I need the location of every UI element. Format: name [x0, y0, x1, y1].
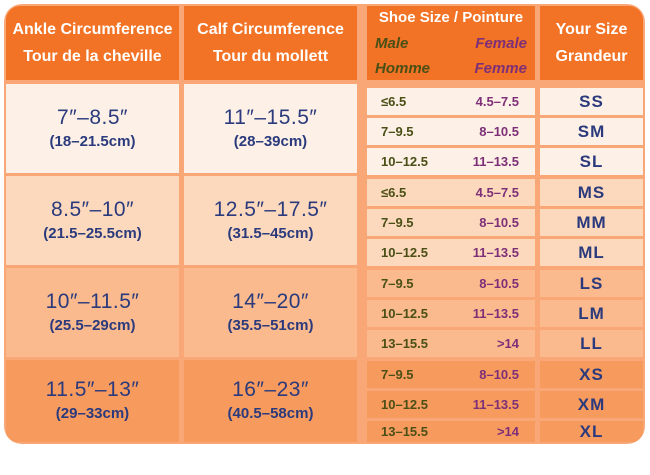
- calf-range-inches: 12.5″–17.5″: [213, 197, 328, 221]
- shoe-male-value: ≤6.5: [381, 185, 407, 200]
- shoe-male-value: 10–12.5: [381, 245, 428, 260]
- ankle-range-inches: 7″–8.5″: [57, 105, 128, 129]
- shoe-row: 7–9.5 8–10.5: [367, 270, 535, 297]
- calf-header-en: Calf Circumference: [197, 21, 344, 38]
- shoe-femme-label: Femme: [474, 60, 527, 77]
- shoe-size-header: Shoe Size / Pointure Male Homme Female F…: [367, 6, 535, 80]
- ankle-range-cm: (25.5–29cm): [49, 316, 136, 334]
- size-code: ML: [540, 239, 643, 266]
- ankle-range-inches: 8.5″–10″: [50, 197, 135, 221]
- shoe-row: ≤6.5 4.5–7.5: [367, 88, 535, 115]
- calf-range-cm: (40.5–58cm): [227, 405, 314, 422]
- size-code: XM: [540, 391, 643, 418]
- size-code: LM: [540, 300, 643, 327]
- size-header: Your Size Grandeur: [540, 6, 643, 80]
- shoe-male-value: 10–12.5: [381, 397, 428, 412]
- size-code: LL: [540, 330, 643, 357]
- shoe-female-label: Female: [475, 35, 527, 52]
- shoe-row: 13–15.5 >14: [367, 330, 535, 357]
- calf-range-cm: (35.5–51cm): [227, 316, 314, 334]
- shoe-female-value: 8–10.5: [479, 367, 519, 382]
- calf-header: Calf Circumference Tour du mollett: [184, 6, 357, 80]
- shoe-row: 10–12.5 11–13.5: [367, 391, 535, 418]
- shoe-female-value: >14: [496, 336, 519, 351]
- calf-range-1: 11″–15.5″ (28–39cm): [184, 84, 357, 173]
- ankle-range-cm: (21.5–25.5cm): [43, 224, 142, 242]
- shoe-male-value: 7–9.5: [381, 276, 414, 291]
- calf-range-inches: 11″–15.5″: [223, 105, 318, 129]
- ankle-header-fr: Tour de la cheville: [23, 48, 162, 65]
- size-code: XS: [540, 361, 643, 388]
- size-code: MS: [540, 179, 643, 206]
- calf-range-2: 12.5″–17.5″ (31.5–45cm): [184, 176, 357, 265]
- shoe-female-value: 4.5–7.5: [475, 94, 519, 109]
- shoe-male-value: 7–9.5: [381, 367, 414, 382]
- calf-header-fr: Tour du mollett: [212, 48, 329, 65]
- shoe-female-value: >14: [496, 424, 519, 439]
- shoe-row: 13–15.5 >14: [367, 421, 535, 442]
- shoe-row: 7–9.5 8–10.5: [367, 209, 535, 236]
- calf-range-inches: 16″–23″: [232, 378, 309, 401]
- calf-range-cm: (28–39cm): [233, 132, 308, 150]
- shoe-male-value: 7–9.5: [381, 124, 414, 139]
- shoe-male-value: 10–12.5: [381, 306, 428, 321]
- shoe-female-value: 8–10.5: [479, 124, 519, 139]
- shoe-female-value: 11–13.5: [472, 397, 519, 412]
- ankle-range-inches: 10″–11.5″: [45, 289, 140, 313]
- ankle-range-cm: (18–21.5cm): [49, 132, 136, 150]
- shoe-male-value: 13–15.5: [381, 424, 428, 439]
- ankle-range-1: 7″–8.5″ (18–21.5cm): [6, 84, 179, 173]
- ankle-header-en: Ankle Circumference: [12, 21, 173, 38]
- shoe-female-value: 4.5–7.5: [475, 185, 519, 200]
- shoe-size-title: Shoe Size / Pointure: [378, 9, 524, 26]
- size-header-en: Your Size: [555, 21, 628, 38]
- shoe-male-value: 10–12.5: [381, 154, 428, 169]
- shoe-female-value: 8–10.5: [479, 215, 519, 230]
- calf-range-cm: (31.5–45cm): [227, 224, 314, 242]
- shoe-female-value: 8–10.5: [479, 276, 519, 291]
- shoe-male-label: Male: [375, 35, 409, 52]
- size-code: LS: [540, 270, 643, 297]
- size-code: SM: [540, 118, 643, 145]
- shoe-row: 7–9.5 8–10.5: [367, 361, 535, 388]
- shoe-row: 10–12.5 11–13.5: [367, 300, 535, 327]
- calf-range-inches: 14″–20″: [232, 289, 309, 313]
- shoe-female-value: 11–13.5: [472, 306, 519, 321]
- size-header-fr: Grandeur: [555, 48, 628, 65]
- size-chart: Ankle Circumference Tour de la cheville …: [4, 4, 645, 444]
- shoe-female-value: 11–13.5: [472, 154, 519, 169]
- ankle-header: Ankle Circumference Tour de la cheville: [6, 6, 179, 80]
- ankle-range-inches: 11.5″–13″: [45, 378, 140, 401]
- shoe-row: 10–12.5 11–13.5: [367, 148, 535, 175]
- shoe-homme-label: Homme: [375, 60, 431, 77]
- shoe-row: 7–9.5 8–10.5: [367, 118, 535, 145]
- shoe-male-value: ≤6.5: [381, 94, 407, 109]
- shoe-male-value: 7–9.5: [381, 215, 414, 230]
- ankle-range-3: 10″–11.5″ (25.5–29cm): [6, 268, 179, 357]
- ankle-range-4: 11.5″–13″ (29–33cm): [6, 360, 179, 442]
- size-code: SS: [540, 88, 643, 115]
- calf-range-3: 14″–20″ (35.5–51cm): [184, 268, 357, 357]
- size-code: MM: [540, 209, 643, 236]
- ankle-range-2: 8.5″–10″ (21.5–25.5cm): [6, 176, 179, 265]
- size-code: SL: [540, 148, 643, 175]
- shoe-row: ≤6.5 4.5–7.5: [367, 179, 535, 206]
- shoe-row: 10–12.5 11–13.5: [367, 239, 535, 266]
- shoe-female-value: 11–13.5: [472, 245, 519, 260]
- calf-range-4: 16″–23″ (40.5–58cm): [184, 360, 357, 442]
- ankle-range-cm: (29–33cm): [55, 405, 130, 422]
- shoe-male-value: 13–15.5: [381, 336, 428, 351]
- size-code: XL: [540, 421, 643, 442]
